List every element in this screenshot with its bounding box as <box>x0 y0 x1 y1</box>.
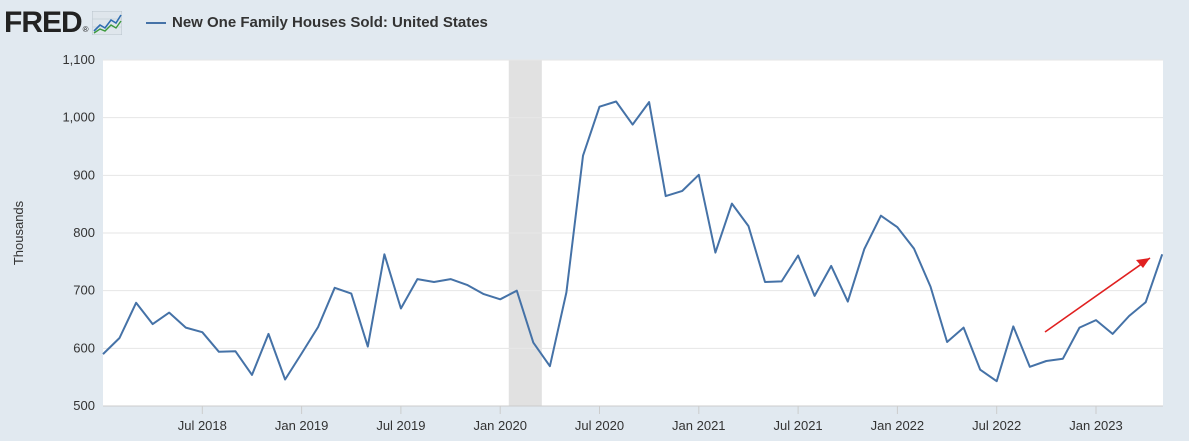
series-line <box>102 100 1164 383</box>
x-tick-label: Jan 2019 <box>275 418 329 433</box>
x-tick-label: Jan 2020 <box>473 418 527 433</box>
y-tick-label: 900 <box>73 167 95 182</box>
x-tick-label: Jul 2018 <box>178 418 227 433</box>
registered-mark: ® <box>82 25 89 34</box>
x-tick-label: Jan 2022 <box>871 418 925 433</box>
x-tick-label: Jan 2021 <box>672 418 726 433</box>
y-axis-title: Thousands <box>11 200 26 265</box>
y-tick-label: 500 <box>73 398 95 413</box>
annotation-arrowhead <box>1136 258 1150 268</box>
y-tick-label: 600 <box>73 340 95 355</box>
x-tick-label: Jul 2020 <box>575 418 624 433</box>
fred-graph-icon <box>91 11 122 35</box>
y-tick-label: 800 <box>73 225 95 240</box>
y-tick-label: 1,000 <box>62 110 95 125</box>
x-tick-label: Jul 2021 <box>774 418 823 433</box>
fred-logo[interactable]: FRED ® <box>4 6 122 40</box>
y-tick-label: 1,100 <box>62 52 95 67</box>
annotation-arrow <box>1044 257 1151 333</box>
x-tick-label: Jan 2023 <box>1069 418 1123 433</box>
chart-legend[interactable]: New One Family Houses Sold: United State… <box>146 14 488 31</box>
fred-logo-text: FRED <box>4 6 83 39</box>
legend-label: New One Family Houses Sold: United State… <box>172 14 488 31</box>
x-tick-label: Jul 2019 <box>376 418 425 433</box>
chart-header: FRED ® New One Family Houses Sold: Unite… <box>0 0 1189 48</box>
y-tick-label: 700 <box>73 283 95 298</box>
x-tick-label: Jul 2022 <box>972 418 1021 433</box>
legend-swatch <box>146 21 166 24</box>
